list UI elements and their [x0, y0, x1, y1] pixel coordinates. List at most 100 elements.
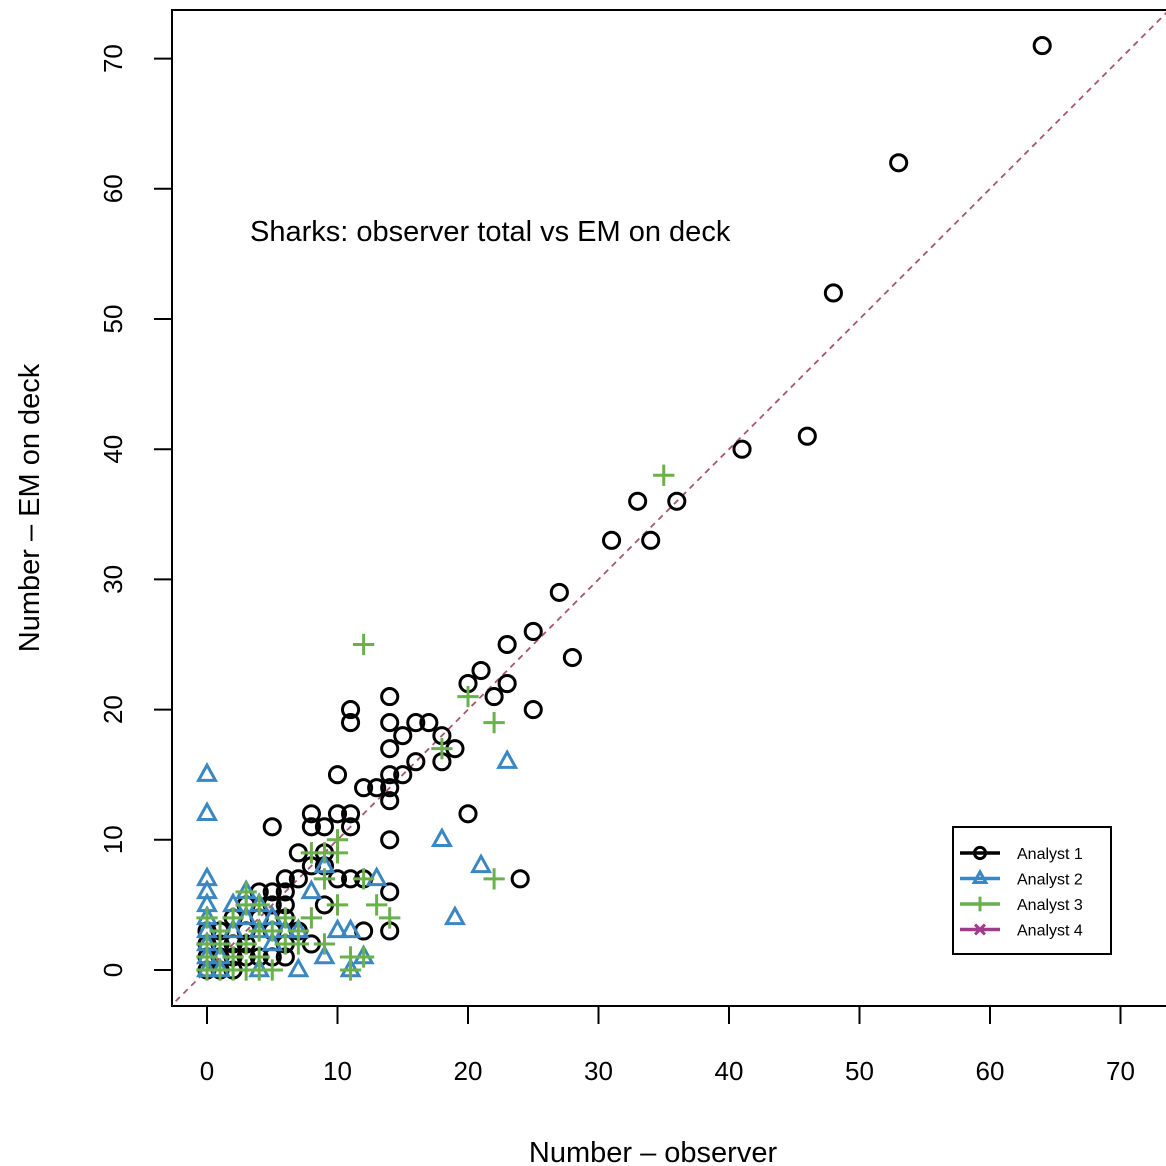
legend-entry: Analyst 4	[960, 923, 1083, 940]
x-tick-label: 30	[584, 1056, 613, 1086]
data-point	[222, 918, 245, 939]
data-point	[380, 778, 400, 798]
legend-label: Analyst 1	[1017, 846, 1083, 863]
data-point	[823, 283, 843, 303]
data-point	[327, 804, 348, 824]
data-point	[458, 804, 478, 824]
x-tick-label: 60	[976, 1056, 1005, 1086]
legend-entry: Analyst 1	[960, 845, 1083, 863]
y-tick-label: 40	[98, 435, 128, 464]
data-point	[653, 464, 675, 486]
data-point	[797, 426, 817, 446]
y-tick-label: 30	[98, 565, 128, 594]
data-point	[380, 882, 400, 902]
data-point	[601, 530, 622, 550]
data-point	[195, 762, 219, 782]
data-point	[523, 621, 543, 642]
data-point	[196, 907, 218, 929]
legend-label: Analyst 2	[1017, 872, 1083, 889]
data-point	[380, 830, 400, 850]
data-point	[471, 660, 491, 681]
data-point	[340, 713, 361, 733]
data-point	[195, 801, 219, 821]
legend-entry: Analyst 2	[960, 868, 1083, 889]
data-point	[496, 749, 519, 769]
data-point	[262, 882, 282, 902]
legend-entry: Analyst 3	[960, 896, 1083, 914]
data-point	[367, 778, 387, 798]
data-point	[393, 726, 413, 746]
data-point	[380, 713, 400, 733]
data-point	[339, 918, 362, 939]
data-point	[262, 817, 282, 837]
series-analyst-3	[196, 464, 675, 981]
data-point	[327, 765, 348, 785]
y-tick-label: 10	[98, 825, 128, 854]
data-point	[313, 944, 336, 965]
data-point	[274, 933, 296, 955]
data-point	[379, 907, 401, 929]
data-point	[326, 894, 349, 916]
data-point	[313, 868, 336, 890]
data-point	[497, 634, 517, 655]
x-tick-label: 40	[715, 1056, 744, 1086]
data-point	[354, 778, 374, 798]
data-point	[352, 633, 375, 656]
data-point	[562, 647, 582, 668]
data-point	[549, 582, 569, 602]
data-point	[457, 685, 479, 708]
data-point	[667, 491, 687, 511]
data-point	[314, 817, 335, 837]
data-point	[248, 894, 270, 916]
y-tick-label: 0	[98, 963, 128, 977]
y-axis: 0 10 20 30 40 50 60 70	[98, 44, 173, 977]
data-point	[497, 674, 517, 694]
x-axis: 0 10 20 30 40 50 60 70	[200, 1005, 1135, 1086]
data-point	[510, 869, 530, 889]
x-tick-label: 70	[1106, 1056, 1135, 1086]
data-point	[430, 827, 453, 848]
data-point	[352, 868, 375, 890]
data-point	[340, 700, 361, 720]
data-point	[301, 804, 321, 824]
data-point	[380, 765, 400, 785]
data-point	[340, 817, 361, 837]
data-point	[261, 931, 284, 952]
legend-marker	[971, 868, 989, 884]
data-point	[483, 868, 505, 890]
data-point	[248, 920, 270, 942]
data-point	[313, 933, 336, 955]
y-tick-label: 60	[98, 174, 128, 203]
data-point	[287, 957, 310, 978]
data-point	[380, 791, 400, 811]
data-point	[431, 738, 453, 760]
data-point	[275, 869, 295, 889]
data-point	[248, 946, 270, 968]
data-point	[406, 713, 426, 733]
data-point	[483, 711, 505, 734]
data-point	[380, 687, 400, 707]
legend-marker	[972, 845, 988, 861]
legend-marker	[972, 896, 988, 912]
data-point	[523, 700, 543, 720]
data-point	[301, 817, 321, 837]
x-tick-label: 50	[845, 1056, 874, 1086]
data-points	[195, 36, 1052, 981]
data-point	[484, 687, 504, 707]
data-point	[340, 804, 361, 824]
series-analyst-1	[197, 36, 1052, 980]
data-point	[889, 153, 909, 173]
data-point	[365, 866, 388, 887]
legend-label: Analyst 3	[1017, 897, 1083, 914]
data-point	[1032, 36, 1052, 56]
data-point	[235, 905, 258, 926]
legend-marker	[973, 923, 987, 936]
data-point	[406, 752, 426, 772]
y-axis-title: Number – EM on deck	[14, 363, 46, 652]
data-point	[443, 905, 466, 926]
legend-label: Analyst 4	[1017, 923, 1083, 940]
data-point	[235, 881, 257, 903]
data-point	[222, 907, 244, 929]
data-point	[300, 907, 323, 929]
